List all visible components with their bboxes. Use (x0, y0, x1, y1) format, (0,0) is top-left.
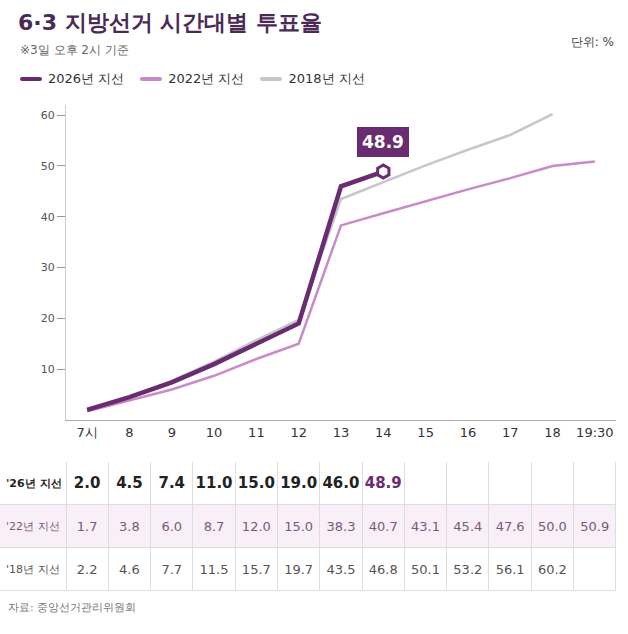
html-text:'22년 지선: '22년 지선 (6, 519, 60, 533)
svg-text:48.9: 48.9 (362, 132, 404, 152)
html-text:2.0: 2.0 (73, 474, 101, 492)
svg-text:18: 18 (544, 425, 561, 440)
html-text:56.1: 56.1 (495, 561, 525, 577)
html-text:45.4: 45.4 (453, 518, 483, 534)
html-text:50.0: 50.0 (537, 518, 567, 534)
html-text:53.2: 53.2 (453, 561, 483, 577)
html-text:'18년 지선: '18년 지선 (6, 562, 60, 576)
svg-text:19:30: 19:30 (576, 425, 613, 440)
html-text:4.5: 4.5 (116, 474, 143, 492)
html-text:'26년 지선: '26년 지선 (6, 476, 62, 490)
svg-text:9: 9 (168, 425, 176, 440)
html-text:자료: 중앙선거관리위원회: 자료: 중앙선거관리위원회 (8, 601, 137, 614)
svg-text:20: 20 (41, 312, 55, 325)
html-text:2026년 지선: 2026년 지선 (48, 71, 125, 86)
html-text:47.6: 47.6 (495, 518, 525, 534)
svg-text:11: 11 (248, 425, 265, 440)
html-text:50.1: 50.1 (411, 561, 440, 577)
html-text:6.0: 6.0 (161, 518, 183, 534)
html-text:※3일 오후 2시 기준: ※3일 오후 2시 기준 (20, 43, 129, 57)
html-text:60.2: 60.2 (537, 561, 567, 577)
html-text:단위: %: 단위: % (570, 35, 614, 49)
svg-text:40: 40 (41, 211, 55, 224)
svg-text:10: 10 (206, 425, 223, 440)
html-text:2018년 지선: 2018년 지선 (288, 71, 365, 86)
html-text:11.5: 11.5 (199, 561, 229, 577)
html-text:3.8: 3.8 (119, 518, 140, 534)
svg-text:60: 60 (41, 109, 55, 122)
html-text:38.3: 38.3 (326, 518, 356, 534)
svg-text:30: 30 (41, 261, 55, 274)
html-text:43.1: 43.1 (411, 518, 440, 534)
svg-text:50: 50 (41, 160, 55, 173)
html-text:1.7: 1.7 (76, 518, 98, 534)
svg-text:17: 17 (502, 425, 519, 440)
html-text:46.8: 46.8 (368, 561, 398, 577)
html-text:11.0 15.0 19.0 46.0 48.9: 11.0 15.0 19.0 46.0 48.9 (195, 474, 402, 492)
svg-text:7시: 7시 (77, 425, 98, 440)
svg-text:12: 12 (290, 425, 307, 440)
html-text:8.7: 8.7 (203, 518, 225, 534)
svg-text:10: 10 (41, 363, 55, 376)
svg-text:15: 15 (417, 425, 434, 440)
html-text:4.6: 4.6 (119, 561, 140, 577)
svg-text:14: 14 (375, 425, 392, 440)
html-text:2.2: 2.2 (76, 561, 98, 577)
html-text:12.0: 12.0 (241, 518, 271, 534)
html-text:15.7: 15.7 (241, 561, 271, 577)
svg-text:13: 13 (333, 425, 350, 440)
svg-text:16: 16 (460, 425, 477, 440)
html-text:40.7: 40.7 (368, 518, 398, 534)
html-text:7.7: 7.7 (161, 561, 183, 577)
html-text:43.5: 43.5 (326, 561, 356, 577)
svg-text:8: 8 (125, 425, 133, 440)
html-text:50.9: 50.9 (580, 518, 610, 534)
html-text:15.0: 15.0 (284, 518, 314, 534)
html-text:6·3 지방선거 시간대별 투표율: 6·3 지방선거 시간대별 투표율 (18, 10, 322, 35)
html-text:7.4: 7.4 (158, 474, 185, 492)
html-text:19.7: 19.7 (284, 561, 314, 577)
html-text:2022년 지선: 2022년 지선 (168, 71, 245, 86)
